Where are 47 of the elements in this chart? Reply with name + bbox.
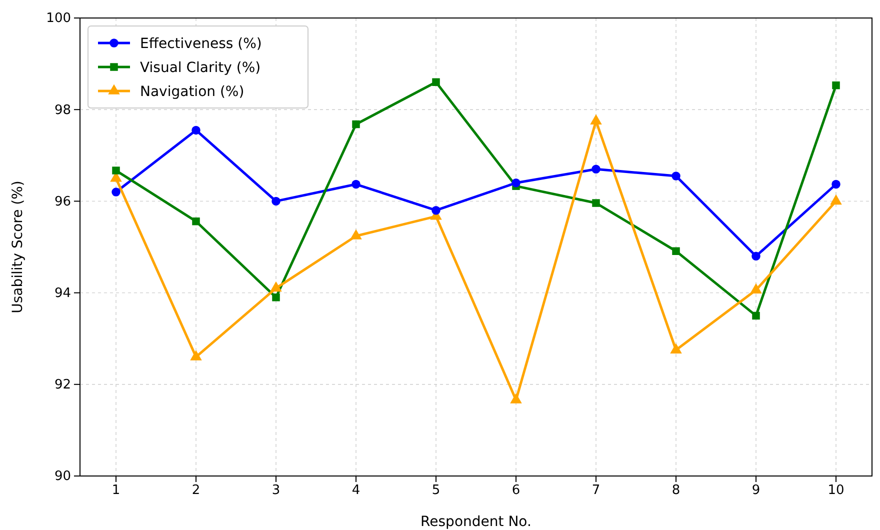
point — [672, 247, 680, 255]
point — [512, 178, 520, 188]
y-tick-label: 92 — [54, 378, 71, 393]
point — [112, 188, 120, 196]
x-tick-label: 2 — [192, 483, 200, 498]
legend-label: Navigation (%) — [140, 84, 244, 100]
point — [670, 343, 682, 354]
x-tick-label: 1 — [112, 483, 120, 498]
x-tick-label: 7 — [592, 483, 600, 498]
point — [192, 126, 200, 135]
point — [830, 194, 842, 205]
x-axis-title: Respondent No. — [420, 514, 532, 530]
x-tick-label: 10 — [828, 483, 844, 498]
legend-label: Visual Clarity (%) — [140, 60, 261, 76]
point — [352, 180, 360, 189]
point — [192, 217, 200, 226]
point — [752, 252, 760, 261]
legend-label: Effectiveness (%) — [140, 36, 262, 52]
y-axis-title: Usability Score (%) — [10, 180, 26, 314]
point — [432, 78, 440, 86]
y-tick-label: 90 — [54, 469, 71, 484]
point — [750, 283, 762, 294]
point — [672, 172, 680, 180]
point — [592, 164, 600, 174]
point — [112, 166, 120, 174]
y-tick-label: 98 — [54, 102, 71, 118]
point — [272, 294, 280, 302]
point — [270, 281, 282, 292]
x-tick-label: 4 — [352, 483, 360, 498]
y-tick-label: 96 — [54, 194, 71, 210]
point — [510, 393, 522, 404]
point — [432, 206, 440, 215]
point — [272, 196, 280, 206]
y-tick-label: 100 — [46, 11, 71, 26]
point — [592, 199, 600, 207]
x-tick-label: 6 — [512, 483, 520, 498]
x-tick-label: 9 — [752, 483, 760, 498]
x-tick-label: 8 — [672, 483, 680, 498]
point — [752, 312, 760, 320]
y-tick-label: 94 — [54, 286, 71, 301]
point — [832, 81, 840, 90]
point — [352, 120, 360, 128]
point — [832, 180, 840, 189]
point — [350, 229, 362, 240]
point — [190, 350, 202, 360]
x-tick-label: 5 — [432, 483, 440, 498]
x-tick-label: 3 — [272, 483, 280, 498]
